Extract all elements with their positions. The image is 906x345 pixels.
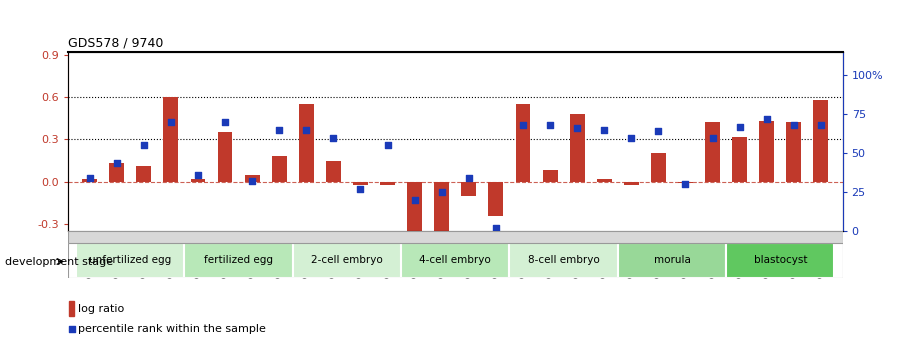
Bar — [82, 179, 97, 182]
Bar — [407, 182, 422, 231]
Bar — [509, 243, 618, 278]
Bar — [110, 163, 124, 182]
Text: morula: morula — [653, 256, 690, 265]
Bar — [732, 137, 747, 182]
Text: log ratio: log ratio — [78, 304, 124, 314]
Point — [272, 127, 286, 132]
Point — [461, 175, 476, 181]
Point — [190, 172, 205, 178]
Point — [624, 135, 639, 140]
Bar — [69, 301, 74, 316]
Bar — [786, 122, 801, 182]
Text: unfertilized egg: unfertilized egg — [89, 256, 171, 265]
Text: 4-cell embryo: 4-cell embryo — [419, 256, 491, 265]
Point — [137, 142, 151, 148]
Bar — [185, 243, 293, 278]
Bar — [705, 122, 720, 182]
Point — [488, 225, 503, 231]
Text: percentile rank within the sample: percentile rank within the sample — [78, 325, 265, 334]
Bar — [618, 243, 726, 278]
Text: blastocyst: blastocyst — [754, 256, 807, 265]
Point — [786, 122, 801, 128]
Bar — [381, 182, 395, 185]
Text: development stage: development stage — [5, 257, 112, 266]
Point — [381, 142, 395, 148]
Point — [353, 186, 368, 192]
Point — [570, 126, 584, 131]
Bar — [759, 121, 775, 182]
Point — [245, 178, 259, 184]
Point — [435, 189, 449, 195]
Bar — [136, 166, 151, 182]
Bar — [293, 243, 401, 278]
Bar — [401, 243, 509, 278]
Bar — [726, 243, 834, 278]
Point — [732, 124, 747, 129]
Bar — [272, 156, 286, 182]
Bar — [245, 175, 260, 182]
Bar — [353, 182, 368, 185]
Point — [217, 119, 232, 125]
Bar — [597, 179, 612, 182]
Bar — [814, 100, 828, 182]
Bar — [678, 182, 693, 183]
Text: fertilized egg: fertilized egg — [204, 256, 273, 265]
Bar — [299, 104, 313, 182]
Text: 8-cell embryo: 8-cell embryo — [527, 256, 600, 265]
Bar — [570, 114, 584, 182]
Point — [164, 119, 178, 125]
Point — [814, 122, 828, 128]
Text: GDS578 / 9740: GDS578 / 9740 — [68, 36, 163, 49]
Point — [326, 135, 341, 140]
Bar — [488, 182, 504, 216]
Point — [516, 122, 530, 128]
Bar — [624, 182, 639, 185]
Text: 2-cell embryo: 2-cell embryo — [311, 256, 383, 265]
Bar — [461, 182, 477, 196]
Point — [597, 127, 612, 132]
Bar — [217, 132, 233, 182]
Point — [408, 197, 422, 203]
Bar — [326, 160, 341, 182]
Point — [110, 160, 124, 165]
Bar — [163, 97, 178, 182]
Point — [651, 129, 666, 134]
Bar — [434, 182, 449, 235]
Point — [82, 175, 97, 181]
Point — [706, 135, 720, 140]
Point — [320, 205, 334, 210]
Point — [759, 116, 774, 121]
Point — [299, 127, 313, 132]
Point — [679, 181, 693, 187]
Bar — [543, 170, 557, 182]
Bar — [516, 104, 530, 182]
Point — [543, 122, 557, 128]
Bar — [651, 154, 666, 182]
Bar — [190, 179, 206, 182]
Bar — [76, 243, 185, 278]
